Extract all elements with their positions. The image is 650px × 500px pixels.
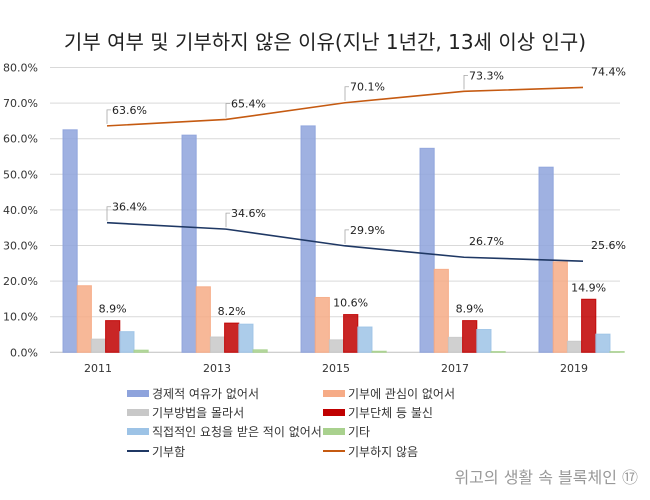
legend-label: 직접적인 요청을 받은 적이 없어서: [152, 424, 322, 439]
y-tick-label: 30.0%: [3, 240, 38, 253]
bar-data-label: 8.9%: [456, 303, 484, 316]
legend-item: 기부에 관심이 없어서: [323, 384, 455, 402]
line-data-label: 74.4%: [591, 65, 626, 78]
legend-swatch: [323, 450, 345, 452]
line-data-label: 73.3%: [469, 69, 504, 82]
bar: [76, 285, 92, 353]
legend-swatch: [323, 389, 345, 397]
legend-swatch: [323, 427, 345, 435]
legend-swatch: [127, 389, 149, 397]
bar: [181, 134, 197, 353]
y-tick-label: 70.0%: [3, 97, 38, 110]
legend-item: 경제적 여유가 없어서: [127, 384, 259, 402]
bar: [224, 322, 240, 353]
x-tick-label: 2017: [441, 362, 469, 375]
y-tick-label: 40.0%: [3, 204, 38, 217]
y-tick-label: 0.0%: [10, 346, 38, 359]
legend-item: 기부함: [127, 442, 185, 460]
line-data-label: 63.6%: [112, 104, 147, 117]
watermark: 위고의 생활 속 블록체인 ⑰: [454, 468, 638, 487]
bar: [133, 349, 149, 353]
legend-item: 기부방법을 몰라서: [127, 403, 244, 421]
legend-item: 기부하지 않음: [323, 442, 418, 460]
leader-line: [344, 229, 349, 244]
line-data-label: 34.6%: [231, 207, 266, 220]
legend-swatch: [127, 450, 149, 452]
bar-data-label: 14.9%: [571, 281, 606, 294]
bar: [447, 336, 464, 353]
line-data-label: 65.4%: [231, 97, 266, 110]
y-tick-label: 20.0%: [3, 275, 38, 288]
bar: [209, 336, 226, 353]
bar: [433, 268, 449, 353]
legend-swatch: [127, 408, 149, 416]
legend-label: 기부함: [152, 444, 186, 459]
leader-line: [225, 212, 230, 228]
bar: [195, 286, 211, 353]
bar: [314, 296, 330, 353]
line-data-label: 25.6%: [591, 239, 626, 252]
legend-label: 기부방법을 몰라서: [152, 405, 245, 420]
x-tick-label: 2013: [203, 362, 231, 375]
line-data-label: 70.1%: [350, 81, 385, 94]
legend-label: 기부하지 않음: [348, 444, 419, 459]
leader-line: [225, 103, 230, 118]
bar: [476, 329, 492, 353]
legend-swatch: [323, 408, 345, 416]
bar: [490, 351, 506, 353]
x-tick-label: 2019: [560, 362, 588, 375]
series-line: [106, 86, 584, 127]
bar: [581, 298, 597, 353]
bar: [300, 125, 316, 353]
bar-data-label: 10.6%: [333, 297, 368, 310]
line-data-label: 26.7%: [469, 235, 504, 248]
leader-line: [463, 74, 468, 90]
bar: [105, 320, 121, 353]
bar: [566, 340, 583, 353]
bar: [90, 338, 107, 353]
leader-line: [106, 109, 111, 124]
legend-label: 기부단체 등 불신: [348, 405, 433, 420]
bar: [609, 351, 625, 353]
bar: [252, 349, 268, 353]
legend-label: 기타: [348, 424, 371, 439]
legend-item: 기부단체 등 불신: [323, 403, 433, 421]
line-data-label: 29.9%: [350, 224, 385, 237]
bar: [357, 326, 373, 353]
series-line: [106, 221, 584, 262]
bar: [119, 331, 135, 353]
y-tick-label: 60.0%: [3, 133, 38, 146]
bar: [238, 323, 254, 353]
legend-label: 기부에 관심이 없어서: [348, 386, 455, 401]
bar-data-label: 8.9%: [99, 303, 127, 316]
bar: [328, 339, 345, 353]
chart-title: 기부 여부 및 기부하지 않은 이유(지난 1년간, 13세 이상 인구): [63, 30, 587, 54]
y-tick-label: 10.0%: [3, 311, 38, 324]
bar: [552, 261, 568, 353]
bar: [419, 147, 435, 353]
x-tick-label: 2011: [84, 362, 112, 375]
line-data-label: 36.4%: [112, 201, 147, 214]
y-tick-label: 50.0%: [3, 168, 38, 181]
bar: [371, 350, 387, 353]
legend-swatch: [127, 427, 149, 435]
bar: [595, 333, 611, 353]
bar: [462, 320, 478, 353]
legend-label: 경제적 여유가 없어서: [152, 386, 259, 401]
leader-line: [106, 206, 111, 221]
y-tick-label: 80.0%: [3, 62, 38, 75]
bar: [343, 314, 359, 353]
legend-item: 직접적인 요청을 받은 적이 없어서: [127, 422, 322, 440]
bar: [62, 129, 78, 353]
x-tick-label: 2015: [322, 362, 350, 375]
legend-item: 기타: [323, 422, 370, 440]
bar-data-label: 8.2%: [218, 305, 246, 318]
leader-line: [344, 86, 349, 101]
